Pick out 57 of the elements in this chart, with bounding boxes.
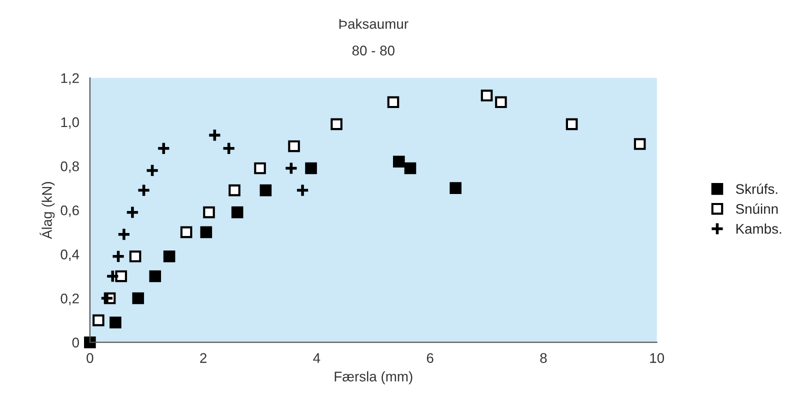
point bbox=[110, 316, 122, 328]
point bbox=[228, 184, 240, 196]
point bbox=[296, 183, 310, 198]
point bbox=[132, 292, 144, 304]
point bbox=[84, 336, 96, 348]
point bbox=[222, 141, 236, 156]
point bbox=[106, 269, 120, 284]
y-tick-label: 0,2 bbox=[60, 294, 79, 306]
y-tick-label: 0,4 bbox=[60, 250, 80, 262]
point bbox=[254, 162, 266, 174]
point bbox=[480, 90, 493, 102]
x-tick-label: 8 bbox=[540, 353, 547, 363]
point bbox=[634, 138, 646, 150]
y-axis-title: Álag (kN) bbox=[40, 182, 55, 240]
point bbox=[450, 182, 462, 194]
point bbox=[288, 140, 300, 152]
y-tick-label: 0 bbox=[72, 338, 79, 348]
y-tick-label: 1,2 bbox=[61, 73, 79, 85]
point bbox=[393, 156, 405, 168]
point bbox=[203, 206, 215, 218]
point bbox=[566, 118, 578, 130]
y-tick-label: 0,8 bbox=[60, 161, 79, 173]
point bbox=[305, 162, 317, 174]
point bbox=[129, 250, 142, 262]
chart-title: Þaksaumur bbox=[339, 18, 408, 29]
point bbox=[495, 96, 507, 108]
x-tick-label: 2 bbox=[200, 353, 206, 363]
legend-label: Kambs. bbox=[736, 224, 782, 234]
point bbox=[200, 226, 212, 238]
point bbox=[260, 184, 272, 196]
y-tick-label: 0,6 bbox=[60, 205, 79, 217]
point bbox=[163, 250, 176, 262]
x-tick-label: 6 bbox=[426, 353, 434, 363]
x-tick-label: 10 bbox=[650, 353, 664, 363]
point bbox=[180, 226, 192, 238]
point bbox=[404, 162, 416, 174]
legend-label: Snúinn bbox=[736, 203, 778, 214]
point bbox=[145, 164, 160, 178]
y-tick-label: 1,0 bbox=[61, 117, 79, 129]
point bbox=[156, 141, 171, 156]
point bbox=[387, 96, 400, 108]
x-axis-title: Færsla (mm) bbox=[334, 371, 412, 384]
point bbox=[126, 205, 140, 220]
point bbox=[284, 161, 298, 176]
point bbox=[111, 249, 126, 264]
x-tick-label: 0 bbox=[86, 353, 94, 363]
point bbox=[117, 227, 131, 242]
point bbox=[92, 314, 104, 326]
x-tick-label: 4 bbox=[313, 353, 320, 363]
legend-label: Skrúfs. bbox=[736, 184, 778, 194]
point bbox=[231, 206, 244, 218]
point bbox=[136, 183, 151, 198]
point bbox=[208, 128, 222, 142]
point bbox=[149, 270, 162, 282]
point bbox=[330, 118, 342, 130]
chart-subtitle: 80 - 80 bbox=[352, 46, 394, 56]
point bbox=[115, 270, 128, 282]
